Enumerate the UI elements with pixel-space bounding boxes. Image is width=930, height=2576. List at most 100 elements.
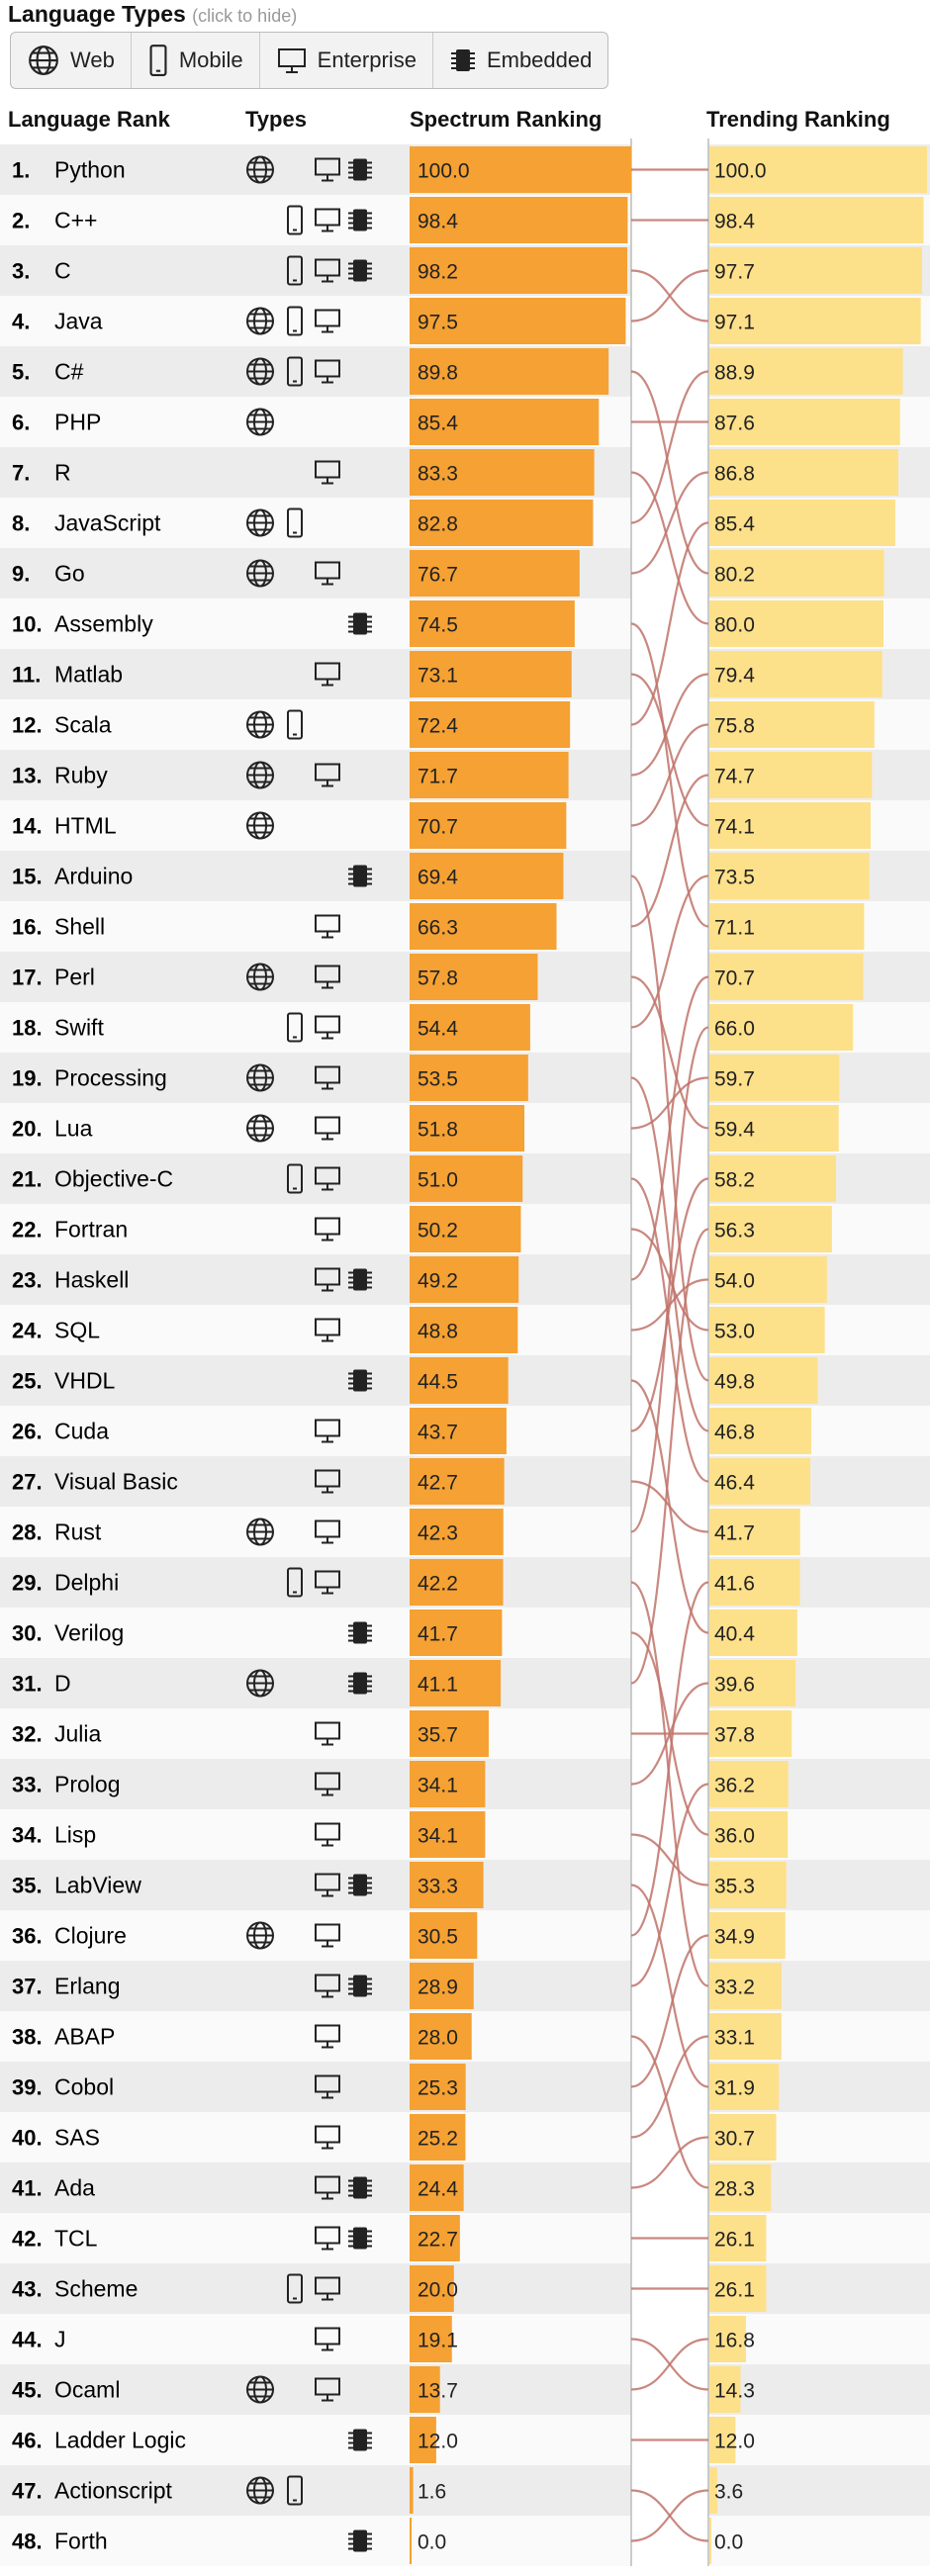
language-row-rust[interactable]: 28. Rust 42.3: [12, 1509, 504, 1555]
language-row-ada[interactable]: 41. Ada 24.4: [12, 2164, 464, 2211]
language-row-ocaml[interactable]: 45. Ocaml 13.7: [12, 2366, 458, 2413]
rank-number: 6.: [12, 411, 30, 435]
language-row-objective-c[interactable]: 21. Objective-C 51.0: [12, 1155, 523, 1202]
rank-number: 36.: [12, 1924, 43, 1949]
language-row-d[interactable]: 31. D 41.1: [12, 1660, 502, 1706]
trending-value: 33.1: [714, 2027, 755, 2050]
language-row-arduino[interactable]: 15. Arduino 69.4: [12, 853, 564, 899]
language-row-sql[interactable]: 24. SQL 48.8: [12, 1307, 518, 1353]
globe-icon: [246, 1114, 274, 1143]
language-row-abap[interactable]: 38. ABAP 28.0: [12, 2013, 472, 2060]
language-row-java[interactable]: 4. Java 97.5: [12, 298, 626, 344]
trending-bar: [709, 1055, 840, 1101]
language-row-html[interactable]: 14. HTML 70.7: [12, 802, 567, 849]
rank-number: 31.: [12, 1672, 43, 1697]
globe-icon: [246, 1921, 274, 1950]
language-row-ladder-logic[interactable]: 46. Ladder Logic 12.0: [12, 2417, 458, 2463]
rank-number: 27.: [12, 1470, 43, 1495]
monitor-icon: [315, 763, 340, 787]
language-row-prolog[interactable]: 33. Prolog 34.1: [12, 1761, 486, 1807]
language-row-r[interactable]: 7. R 83.3: [12, 449, 595, 496]
rank-link-scala: [630, 521, 709, 726]
legend-hint[interactable]: (click to hide): [192, 6, 298, 26]
type-button-embedded[interactable]: Embedded: [433, 33, 607, 88]
trending-value: 39.6: [714, 1674, 755, 1697]
rank-link-r: [630, 471, 709, 625]
language-row-vhdl[interactable]: 25. VHDL 44.5: [12, 1357, 509, 1404]
language-name: Processing: [54, 1065, 167, 1091]
trending-value: 49.8: [714, 1371, 755, 1394]
spectrum-value: 43.7: [418, 1422, 458, 1444]
language-row-c-[interactable]: 2. C++ 98.4: [12, 197, 628, 243]
language-row-go[interactable]: 9. Go 76.7: [12, 550, 580, 597]
language-row-perl[interactable]: 17. Perl 57.8: [12, 954, 538, 1000]
header-language-rank[interactable]: Language Rank: [8, 107, 170, 132]
language-name: LabView: [54, 1873, 141, 1898]
language-row-scala[interactable]: 12. Scala 72.4: [12, 701, 571, 748]
rank-number: 9.: [12, 562, 30, 587]
type-button-mobile[interactable]: Mobile: [132, 33, 260, 88]
language-row-c[interactable]: 3. C 98.2: [12, 247, 627, 294]
language-row-forth[interactable]: 48. Forth 0.0: [12, 2518, 446, 2564]
language-row-cuda[interactable]: 26. Cuda 43.7: [12, 1408, 507, 1454]
language-row-haskell[interactable]: 23. Haskell 49.2: [12, 1256, 519, 1303]
spectrum-value: 51.8: [418, 1119, 458, 1142]
language-name: Assembly: [54, 611, 153, 637]
spectrum-value: 53.5: [418, 1068, 458, 1091]
phone-icon: [287, 1012, 303, 1043]
header-spectrum-ranking[interactable]: Spectrum Ranking: [410, 107, 603, 132]
language-row-sas[interactable]: 40. SAS 25.2: [12, 2114, 466, 2161]
language-row-python[interactable]: 1. Python 100.0: [12, 146, 631, 193]
language-row-clojure[interactable]: 36. Clojure 30.5: [12, 1912, 478, 1959]
language-row-j[interactable]: 44. J 19.1: [12, 2316, 458, 2362]
spectrum-bar: [410, 550, 580, 597]
trending-bar: [709, 1206, 832, 1252]
language-row-verilog[interactable]: 30. Verilog 41.7: [12, 1610, 503, 1656]
monitor-icon: [315, 1267, 340, 1292]
language-row-matlab[interactable]: 11. Matlab 73.1: [12, 651, 572, 697]
monitor-icon: [315, 309, 340, 333]
globe-icon: [246, 408, 274, 436]
language-row-scheme[interactable]: 43. Scheme 20.0: [12, 2265, 458, 2312]
language-row-php[interactable]: 6. PHP 85.4: [12, 399, 600, 445]
language-row-tcl[interactable]: 42. TCL 22.7: [12, 2215, 460, 2261]
globe-icon: [246, 761, 274, 789]
language-row-julia[interactable]: 32. Julia 35.7: [12, 1710, 489, 1757]
language-row-actionscript[interactable]: 47. Actionscript 1.6: [12, 2467, 446, 2514]
language-row-erlang[interactable]: 37. Erlang 28.9: [12, 1963, 474, 2009]
trending-bar: [709, 1660, 796, 1706]
header-trending-ranking[interactable]: Trending Ranking: [706, 107, 890, 132]
chip-icon: [348, 1268, 372, 1291]
chip-icon: [348, 2429, 372, 2451]
language-row-delphi[interactable]: 29. Delphi 42.2: [12, 1559, 504, 1606]
spectrum-bar: [410, 954, 538, 1000]
trending-bar: [709, 1862, 787, 1908]
language-row-assembly[interactable]: 10. Assembly 74.5: [12, 600, 575, 647]
language-row-lisp[interactable]: 34. Lisp 34.1: [12, 1811, 486, 1858]
language-row-cobol[interactable]: 39. Cobol 25.3: [12, 2064, 466, 2110]
monitor-icon: [315, 1166, 340, 1191]
language-row-ruby[interactable]: 13. Ruby 71.7: [12, 752, 569, 798]
language-row-shell[interactable]: 16. Shell 66.3: [12, 903, 557, 950]
language-row-c-[interactable]: 5. C# 89.8: [12, 348, 609, 395]
rank-link-perl: [630, 975, 709, 1130]
spectrum-bar: [410, 298, 626, 344]
legend-title[interactable]: Language Types (click to hide): [8, 0, 297, 30]
language-row-lua[interactable]: 20. Lua 51.8: [12, 1105, 525, 1151]
type-button-web[interactable]: Web: [11, 33, 132, 88]
header-types[interactable]: Types: [245, 107, 307, 132]
language-row-swift[interactable]: 18. Swift 54.4: [12, 1004, 530, 1051]
language-row-visual-basic[interactable]: 27. Visual Basic 42.7: [12, 1458, 505, 1505]
language-name: C++: [54, 208, 97, 233]
rank-link-cuda: [630, 1177, 709, 1432]
language-row-processing[interactable]: 19. Processing 53.5: [12, 1055, 528, 1101]
rank-link-labview: [630, 1884, 709, 2088]
spectrum-value: 30.5: [418, 1926, 458, 1949]
language-row-fortran[interactable]: 22. Fortran 50.2: [12, 1206, 521, 1252]
language-row-javascript[interactable]: 8. JavaScript 82.8: [12, 500, 594, 546]
language-name: D: [54, 1671, 71, 1697]
rank-number: 40.: [12, 2126, 43, 2151]
type-button-enterprise[interactable]: Enterprise: [260, 33, 433, 88]
language-name: Python: [54, 157, 126, 183]
language-row-labview[interactable]: 35. LabView 33.3: [12, 1862, 484, 1908]
